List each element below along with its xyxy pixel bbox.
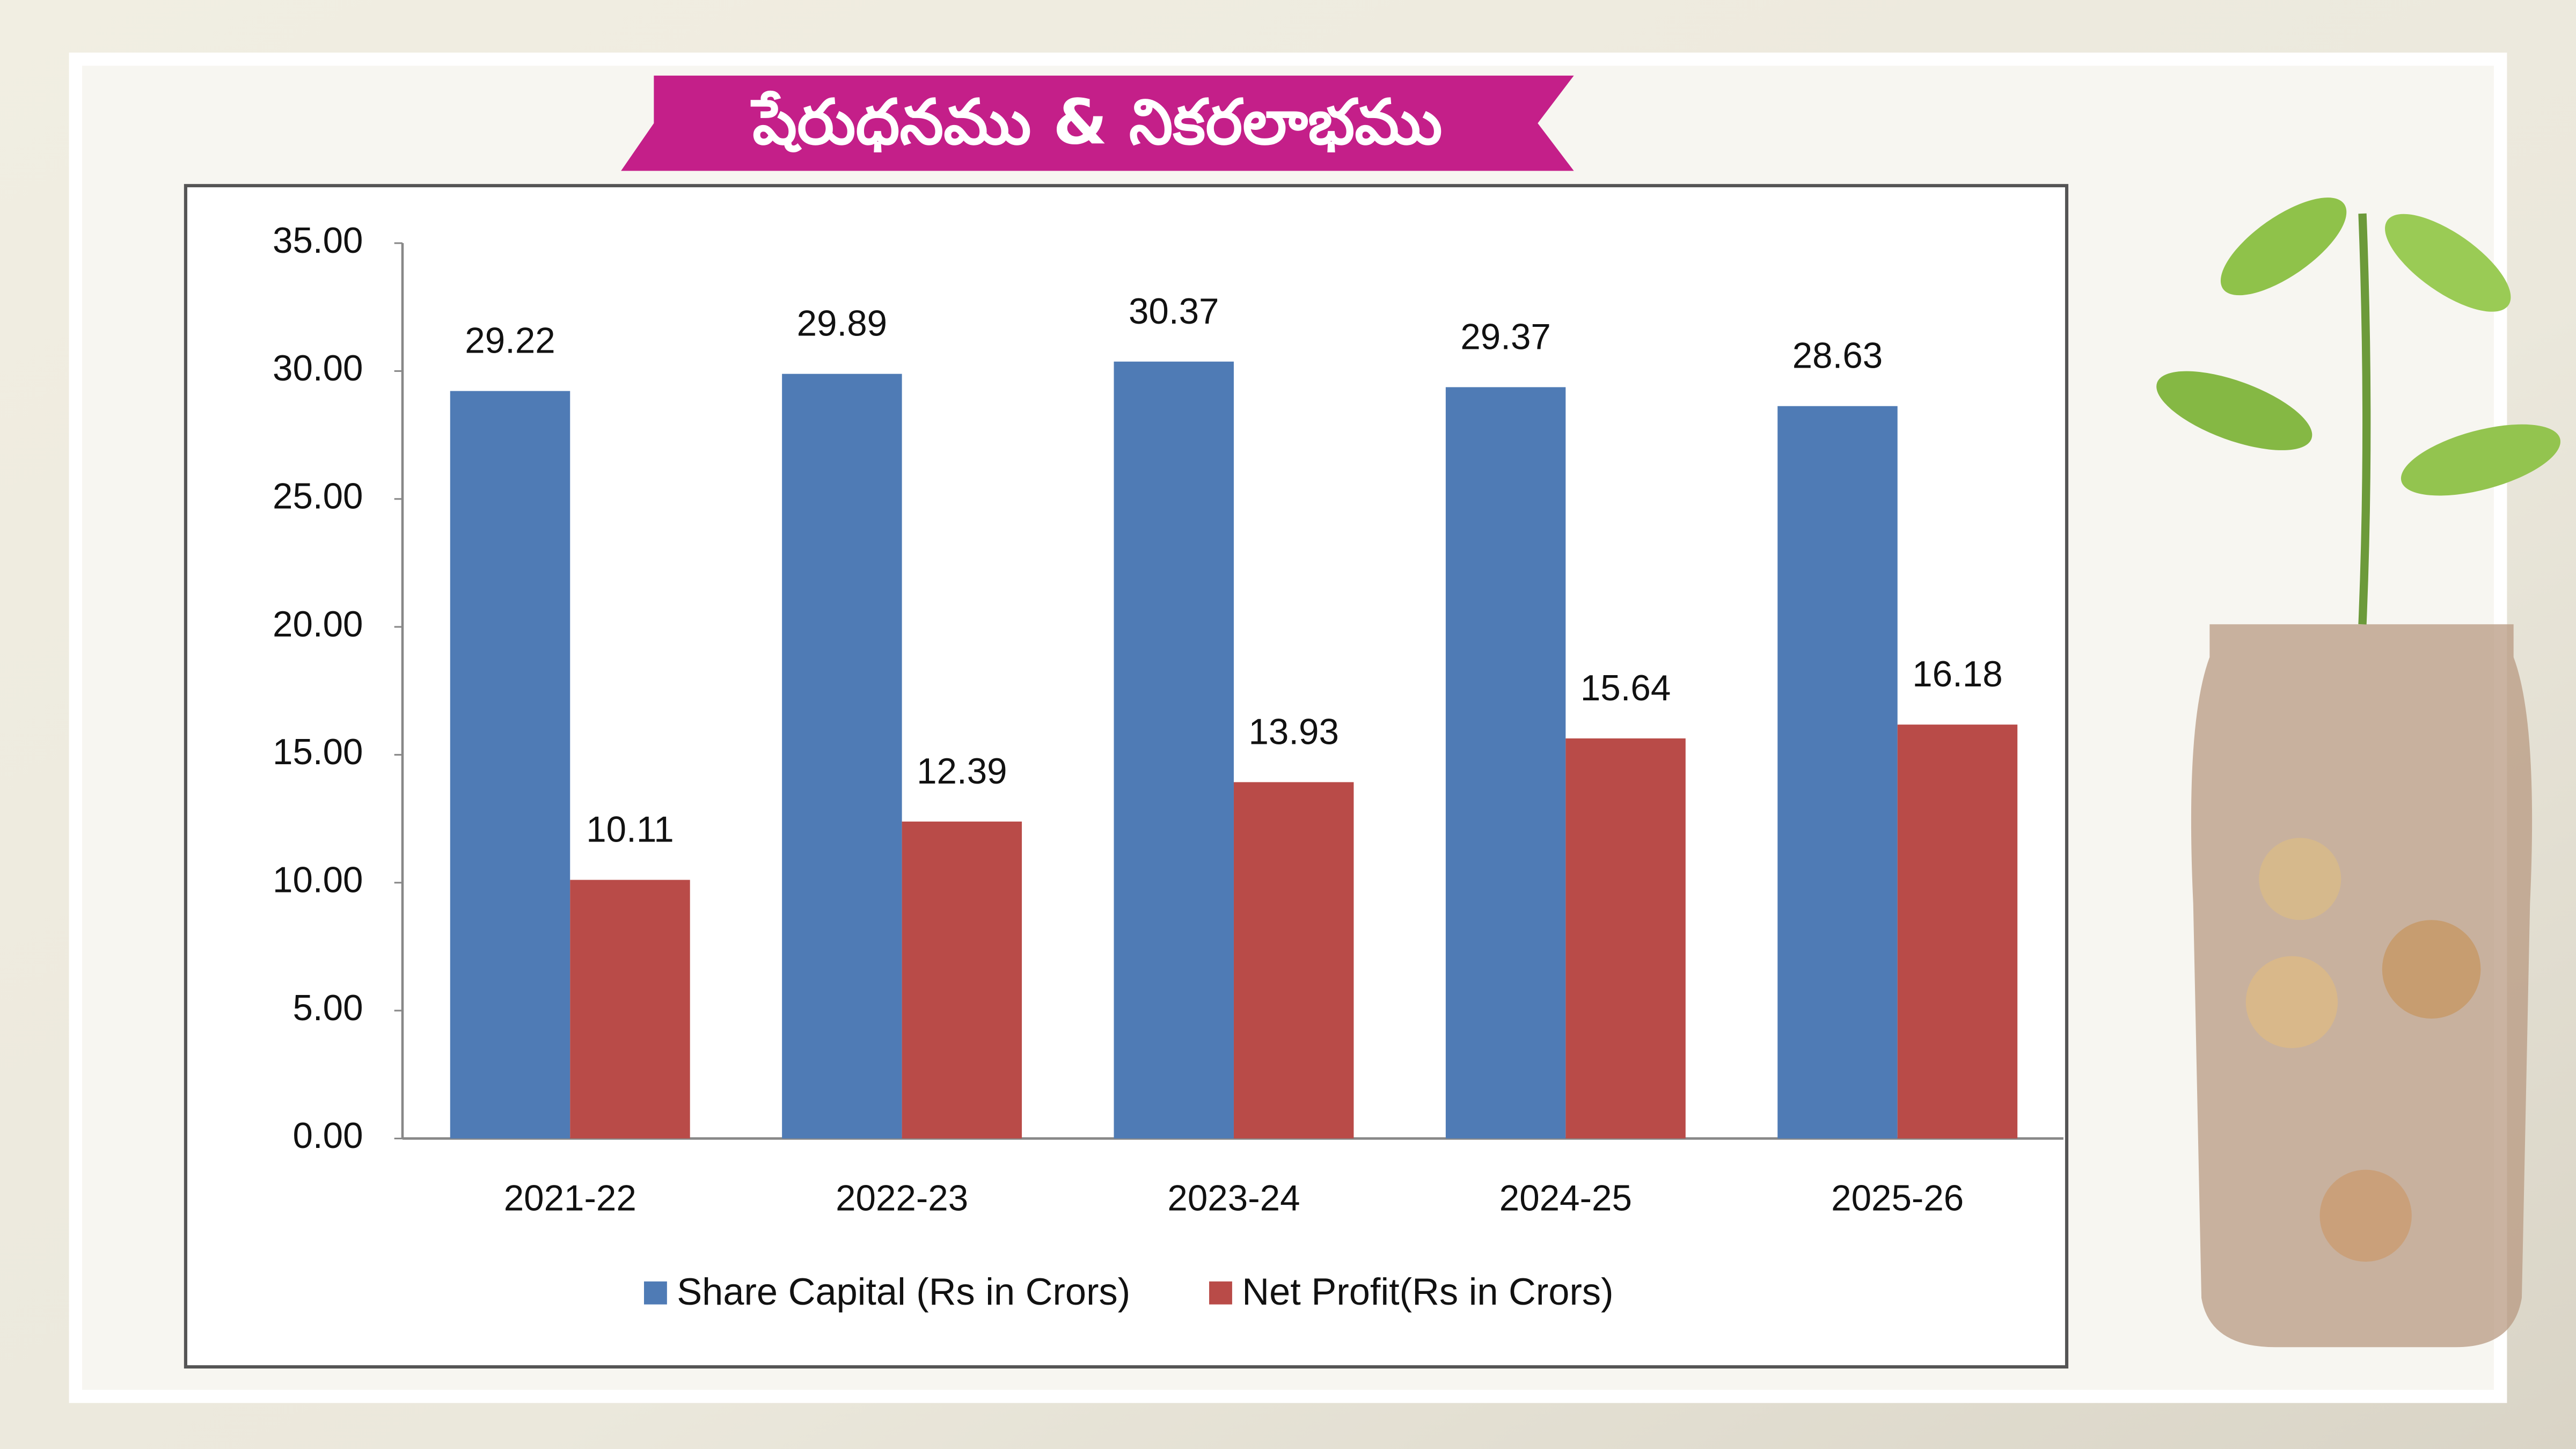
value-label: 12.39 <box>917 751 1007 792</box>
value-label: 30.37 <box>1129 291 1219 332</box>
y-tick-label: 20.00 <box>273 604 363 645</box>
y-tick-label: 15.00 <box>273 732 363 772</box>
y-tick-label: 10.00 <box>273 860 363 901</box>
bar <box>1445 387 1566 1139</box>
y-tick-label: 35.00 <box>273 221 363 261</box>
value-label: 13.93 <box>1248 712 1339 752</box>
legend-label: Share Capital (Rs in Crors) <box>677 1270 1130 1313</box>
legend-swatch <box>1209 1281 1232 1305</box>
title-banner <box>621 75 1574 171</box>
value-label: 28.63 <box>1792 336 1883 376</box>
bar <box>782 374 902 1139</box>
value-label: 29.37 <box>1460 317 1551 357</box>
value-label: 29.22 <box>465 321 555 361</box>
y-tick-label: 5.00 <box>292 988 363 1028</box>
y-tick-label: 25.00 <box>273 477 363 517</box>
bar <box>1565 738 1686 1139</box>
bar <box>1897 724 2018 1139</box>
value-label: 16.18 <box>1912 654 2003 694</box>
bar <box>902 821 1022 1139</box>
x-tick-label: 2025-26 <box>1831 1179 1964 1219</box>
bar <box>450 391 570 1139</box>
bar <box>1777 406 1898 1139</box>
bar <box>570 880 690 1139</box>
value-label: 10.11 <box>586 810 674 850</box>
value-label: 29.89 <box>797 304 888 344</box>
y-tick-label: 0.00 <box>292 1116 363 1156</box>
bar <box>1114 361 1234 1139</box>
bar <box>1233 782 1354 1139</box>
y-tick-label: 30.00 <box>273 348 363 389</box>
x-tick-label: 2021-22 <box>504 1179 636 1219</box>
decor-jar <box>2156 197 2560 1348</box>
legend-swatch <box>644 1281 667 1305</box>
x-tick-label: 2024-25 <box>1499 1179 1632 1219</box>
chart-title: షేరుధనము & నికరలాభము <box>750 86 1442 158</box>
x-tick-label: 2022-23 <box>836 1179 968 1219</box>
x-tick-label: 2023-24 <box>1167 1179 1300 1219</box>
legend-label: Net Profit(Rs in Crors) <box>1242 1270 1613 1313</box>
value-label: 15.64 <box>1580 668 1671 708</box>
